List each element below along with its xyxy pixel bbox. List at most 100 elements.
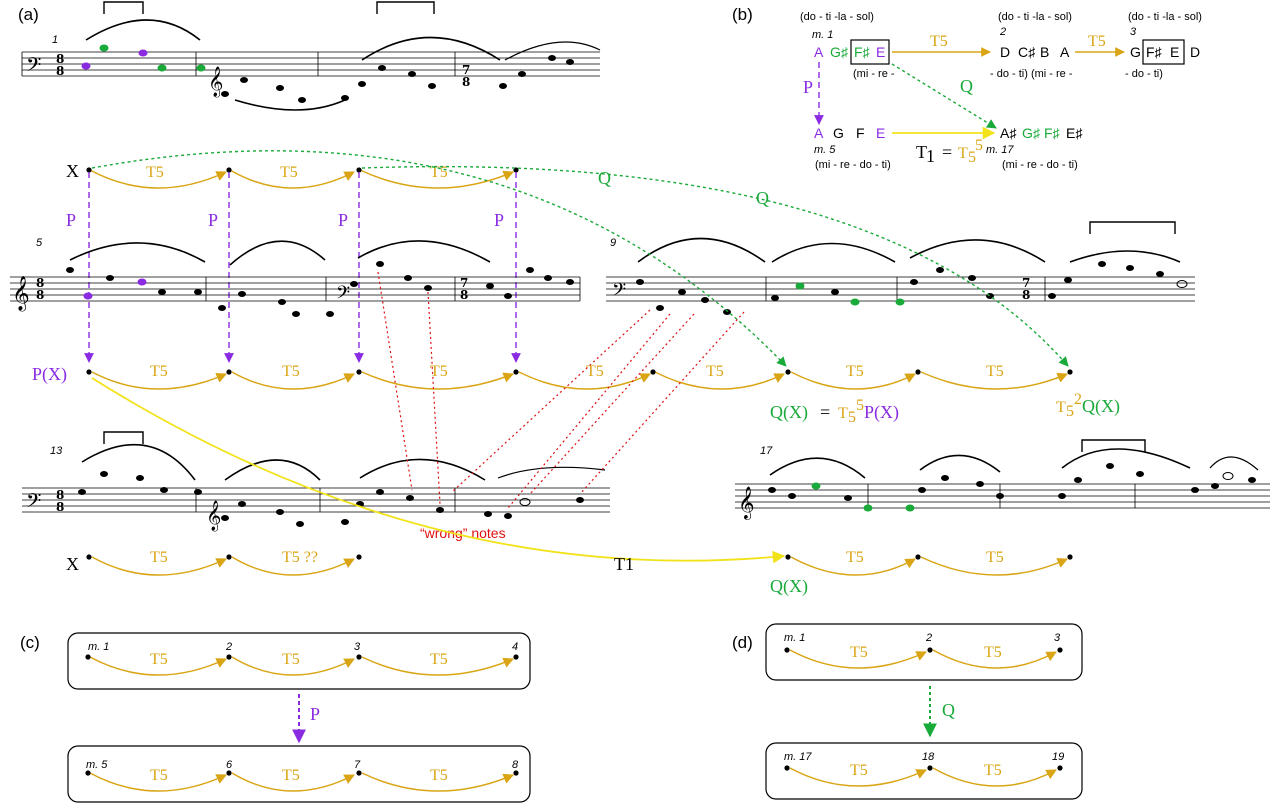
q-label: Q — [960, 76, 973, 96]
t5-arc — [361, 371, 514, 390]
solfege-sub: - do - ti) (mi - re - — [990, 68, 1073, 80]
qx-label: Q(X) — [770, 576, 808, 597]
note-name: F — [856, 125, 865, 141]
t5-label: T5 — [430, 363, 448, 380]
slur — [234, 99, 346, 111]
panel-d-label: (d) — [732, 633, 753, 652]
note-head — [544, 275, 552, 281]
node-dot — [226, 369, 232, 375]
node-dot — [513, 654, 519, 660]
note-head — [504, 293, 512, 299]
measure-label: 2 — [999, 26, 1006, 38]
note-head — [158, 289, 166, 295]
measure-label: m. 1 — [812, 29, 833, 41]
t5-label: T5 — [930, 33, 948, 50]
note-head — [106, 275, 114, 281]
note-head — [221, 515, 229, 521]
node-label: 2 — [925, 632, 932, 644]
note-head — [771, 295, 779, 301]
t1-label: T1 — [614, 554, 634, 574]
note-name: E — [1170, 44, 1179, 60]
note-head — [194, 489, 202, 495]
note-head — [1048, 293, 1056, 299]
node-dot — [650, 369, 656, 375]
note-head — [1098, 261, 1106, 267]
note-head — [518, 71, 526, 77]
node-dot — [1067, 369, 1073, 375]
note-head — [526, 267, 534, 273]
t5-label: T5 — [986, 363, 1004, 380]
t5-arc — [361, 656, 514, 676]
measure-label: m. 17 — [986, 144, 1014, 156]
time-sig-7-8: 7 — [460, 276, 468, 290]
note-head — [276, 509, 284, 515]
node-dot — [915, 369, 921, 375]
node-dot — [226, 654, 232, 660]
note-name: D — [1190, 44, 1200, 60]
slur — [361, 36, 501, 61]
note-name: F♯ — [854, 44, 871, 60]
slur — [85, 19, 201, 41]
bracket — [1089, 221, 1176, 234]
q-arrow — [891, 63, 997, 129]
note-head — [795, 282, 805, 290]
note-head — [1074, 477, 1082, 483]
note-head — [863, 504, 873, 512]
note-head — [850, 298, 860, 306]
t5-label: T5 — [850, 644, 868, 661]
note-head — [292, 311, 300, 317]
note-head — [936, 267, 944, 273]
t5-arc — [932, 767, 1057, 787]
solfege-top-mid: (do - ti -la - sol) — [998, 11, 1072, 23]
panel-c: (c) m. 1 2 3 4 T5 T5 T5 P m. 5 6 7 8 T5 … — [20, 632, 531, 803]
time-sig-7-8: 7 — [1022, 276, 1030, 290]
slur — [69, 242, 206, 263]
note-head — [378, 65, 386, 71]
note-head — [408, 71, 416, 77]
node-dot — [356, 554, 362, 560]
bracket — [376, 1, 435, 14]
t5-label: T5 — [150, 363, 168, 380]
t5-arc — [231, 556, 355, 576]
note-box — [850, 39, 890, 65]
note-name: A — [814, 44, 824, 60]
treble-clef-icon: 𝄞 — [12, 276, 30, 312]
note-head — [1191, 487, 1199, 493]
slur — [637, 237, 766, 263]
note-name: G♯ — [1022, 125, 1041, 141]
t1-arrow — [91, 377, 786, 564]
slur — [1209, 456, 1259, 471]
note-head — [1058, 493, 1066, 499]
p-label: P — [208, 210, 218, 230]
node-dot — [86, 167, 92, 173]
note-head — [78, 489, 86, 495]
note-head — [157, 64, 167, 72]
t5-label: T5 — [150, 651, 168, 668]
node-dot — [356, 770, 362, 776]
note-name: E — [876, 44, 885, 60]
t5-arc — [790, 371, 916, 390]
t52qx-sub: 5 — [1066, 403, 1074, 420]
t5-label: T5 ?? — [282, 549, 318, 566]
time-sig-top: 8 — [56, 52, 64, 66]
time-sig-7-8-bottom: 8 — [462, 75, 470, 89]
solfege-top-left: (do - ti -la - sol) — [800, 11, 874, 23]
note-head — [436, 507, 444, 513]
slur — [357, 240, 491, 263]
qx-eq-t: T — [838, 405, 848, 422]
panel-c-label: (c) — [20, 633, 40, 652]
bass-clef-icon: 𝄢 — [26, 53, 41, 81]
note-box — [1142, 39, 1185, 65]
note-head — [1156, 271, 1164, 277]
note-head — [218, 305, 226, 311]
node-dot — [86, 554, 92, 560]
measure-label: m. 5 — [814, 144, 836, 156]
note-head — [566, 279, 574, 285]
measure-number-5: 5 — [36, 237, 43, 249]
node-label: 18 — [922, 751, 935, 763]
note-head — [548, 55, 556, 61]
measure-label: 3 — [1130, 26, 1137, 38]
note-head — [1106, 463, 1114, 469]
time-sig-7-8: 7 — [462, 63, 470, 77]
t5-label: T5 — [146, 164, 164, 181]
